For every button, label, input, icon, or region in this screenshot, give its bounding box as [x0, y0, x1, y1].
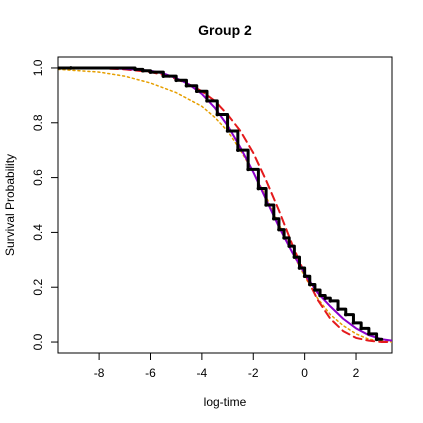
censor-point	[225, 129, 230, 133]
series-line-step	[58, 66, 384, 341]
censor-point	[336, 307, 340, 311]
censor-point	[351, 321, 356, 325]
censor-point	[140, 68, 145, 73]
series-line-dashed	[58, 66, 392, 344]
x-tick-label: -6	[145, 366, 156, 380]
y-tick-label: 0.8	[31, 114, 45, 131]
censor-point	[264, 203, 268, 207]
censor-point	[133, 67, 137, 72]
censor-point	[69, 66, 73, 70]
series-line-dotted	[58, 68, 392, 343]
censor-point	[313, 288, 317, 292]
censor-point	[374, 337, 379, 342]
x-tick-label: 0	[301, 366, 308, 380]
censor-point	[174, 78, 178, 83]
censor-point	[246, 167, 250, 172]
chart-title: Group 2	[198, 22, 252, 38]
censor-point	[184, 83, 189, 88]
censor-point	[205, 99, 209, 103]
censor-point	[359, 326, 363, 331]
censor-point	[272, 216, 276, 221]
plot-area	[58, 66, 392, 344]
y-axis: 0.0 0.2 0.4 0.6 0.8 1.0	[31, 59, 59, 350]
series-line-solid	[58, 66, 392, 342]
x-tick-label: -4	[197, 366, 208, 380]
y-tick-label: 1.0	[31, 59, 45, 76]
y-tick-label: 0.4	[31, 224, 45, 241]
x-tick-label: -8	[94, 366, 105, 380]
x-tick-label: -2	[248, 366, 259, 380]
censor-point	[277, 227, 281, 232]
censor-point	[161, 74, 166, 78]
censor-point	[215, 112, 220, 117]
x-axis: -8 -6 -4 -2 0 2	[94, 352, 360, 380]
censor-point	[148, 70, 153, 74]
y-tick-label: 0.0	[31, 333, 45, 350]
y-tick-label: 0.6	[31, 169, 45, 186]
censor-point	[343, 312, 348, 317]
censor-point	[323, 296, 328, 300]
censor-point	[292, 255, 297, 259]
x-tick-label: 2	[353, 366, 360, 380]
censor-point	[287, 244, 292, 248]
y-axis-label: Survival Probability	[3, 154, 17, 256]
censor-point	[307, 282, 312, 287]
censor-point	[367, 332, 371, 336]
censor-point	[297, 266, 302, 270]
y-tick-label: 0.2	[31, 279, 45, 296]
censor-point	[302, 274, 307, 279]
x-axis-label: log-time	[204, 395, 247, 409]
censor-point	[282, 236, 286, 240]
censor-point	[236, 148, 240, 152]
censor-point	[256, 186, 261, 191]
censor-point	[194, 89, 199, 94]
censor-point	[318, 293, 322, 298]
censor-point	[328, 299, 333, 303]
